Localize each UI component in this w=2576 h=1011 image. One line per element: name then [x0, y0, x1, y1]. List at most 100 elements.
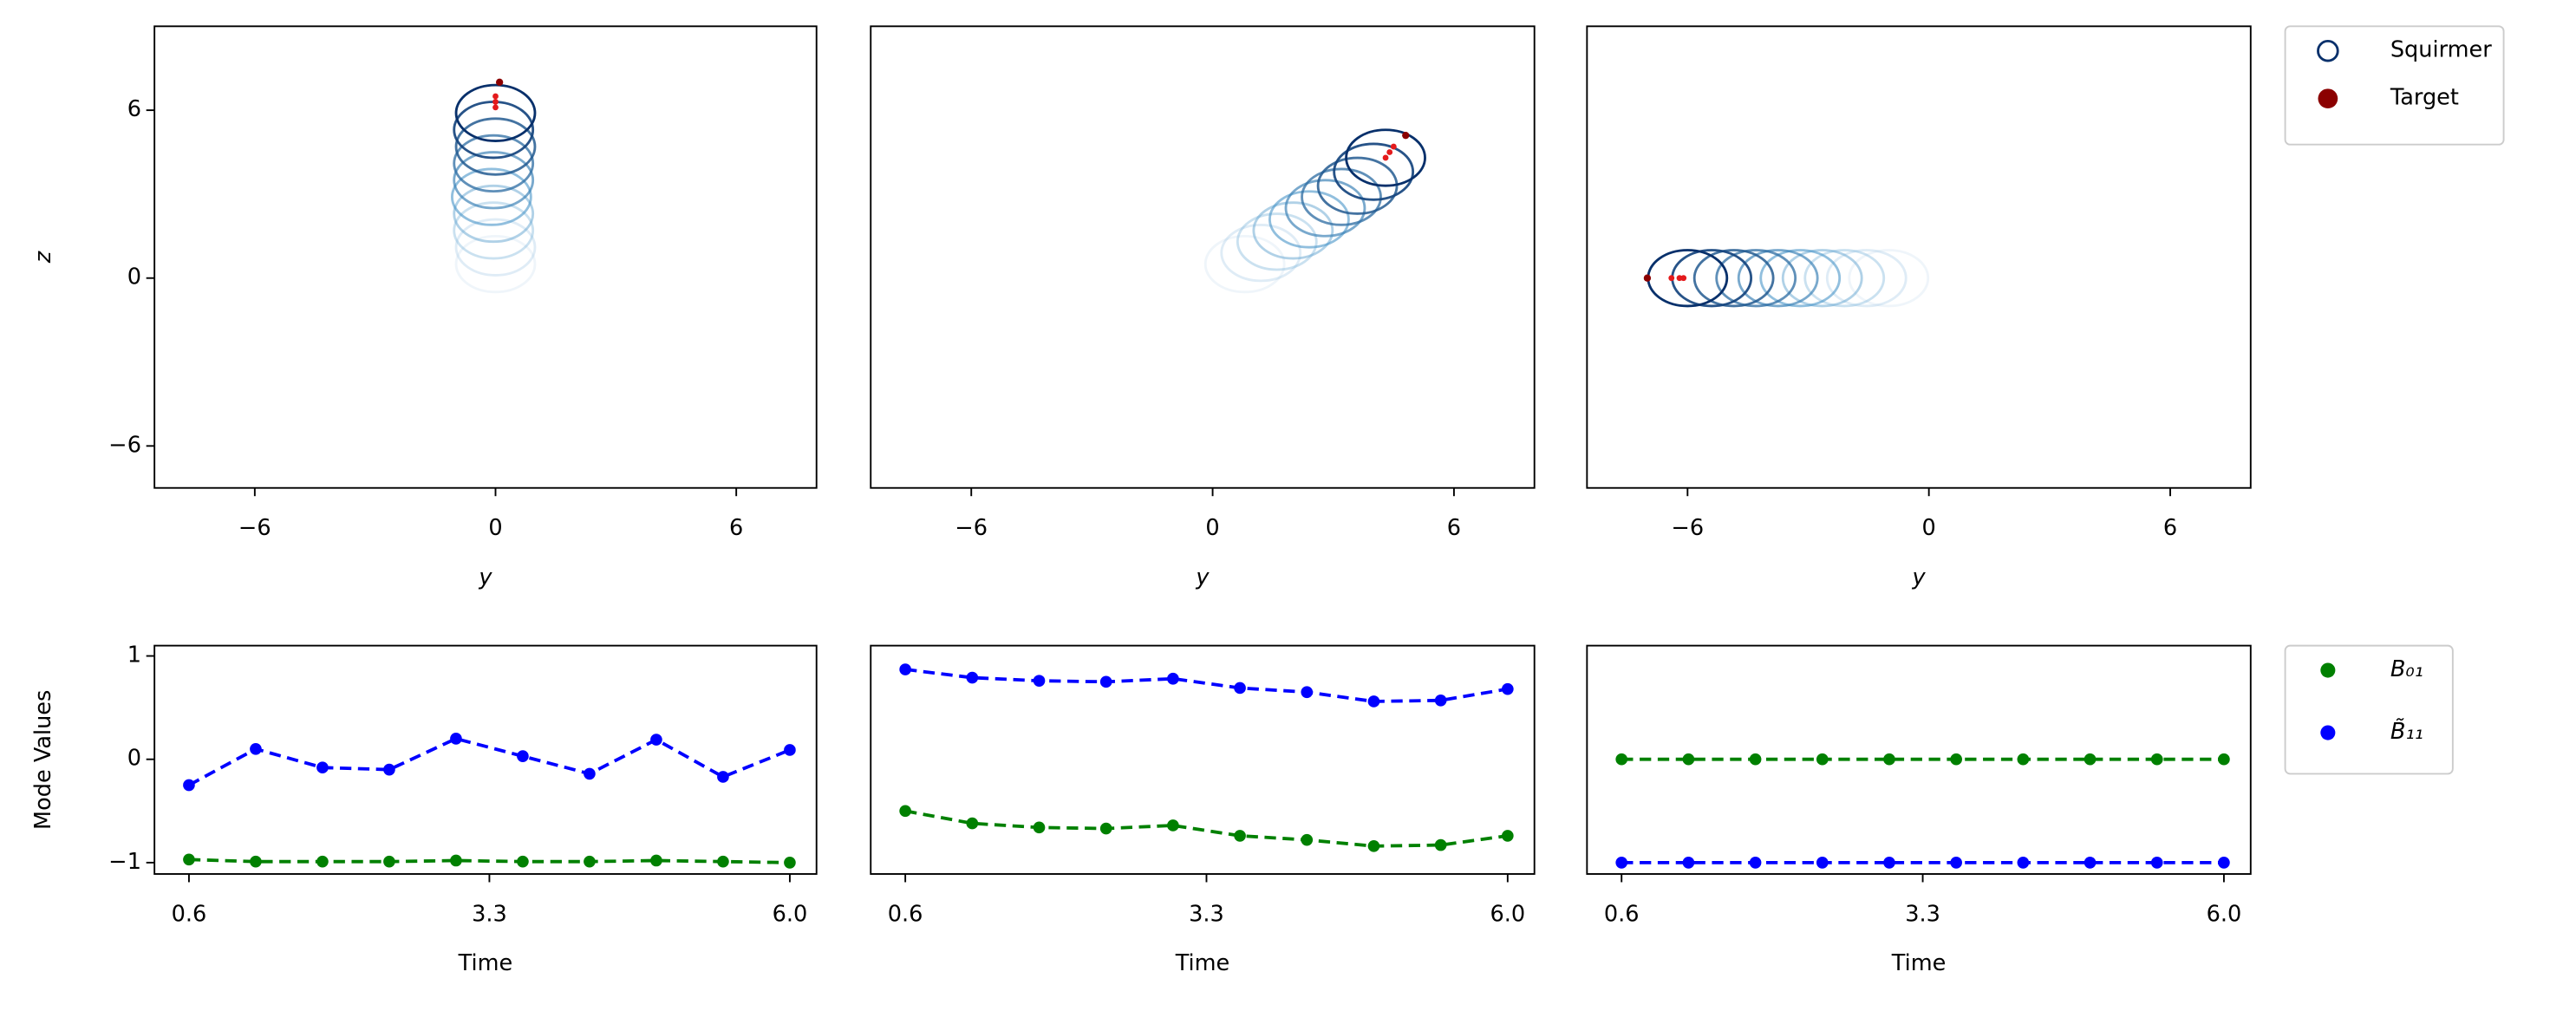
plot-frame — [870, 25, 1536, 489]
squirmer-position — [1803, 249, 1886, 308]
x-tick-label: 6 — [729, 515, 743, 541]
squirmer-position — [1203, 234, 1286, 294]
x-tick-label: 6.0 — [2207, 901, 2242, 927]
mode-point — [966, 817, 979, 830]
y-tick-label: −1 — [108, 849, 141, 875]
legend-label: B₀₁ — [2390, 656, 2423, 682]
y-tick-label: −6 — [108, 432, 141, 458]
x-axis-label: Time — [1175, 950, 1230, 976]
legend-marker — [2318, 88, 2338, 109]
mode-point — [1749, 753, 1762, 766]
mode-line — [188, 858, 790, 864]
mode-point — [2150, 753, 2163, 766]
mode-point — [2017, 857, 2030, 869]
target-point — [1382, 154, 1389, 161]
mode-point — [1883, 753, 1895, 766]
squirmer-position — [1781, 249, 1863, 308]
squirmer-position — [1692, 249, 1775, 308]
squirmer-position — [1333, 142, 1415, 201]
mode-point — [2218, 857, 2230, 869]
target-point — [492, 104, 499, 111]
x-tick-label: −6 — [1671, 515, 1704, 541]
squirmer-position — [454, 218, 537, 277]
squirmer-position — [1647, 249, 1729, 308]
squirmer-position — [1737, 249, 1819, 308]
mode-point — [1167, 672, 1179, 685]
mode-point — [1301, 686, 1314, 699]
target-point — [1390, 143, 1397, 150]
target-point — [1386, 149, 1393, 155]
mode-point — [1367, 839, 1380, 852]
mode-point — [383, 763, 395, 776]
mode-point — [899, 663, 911, 675]
x-tick-label: 3.3 — [1905, 901, 1940, 927]
y-tick-label: 0 — [127, 746, 141, 772]
x-axis-label: Time — [1891, 950, 1947, 976]
mode-point — [1167, 819, 1179, 832]
mode-point — [1434, 838, 1447, 851]
squirmer-position — [1759, 249, 1842, 308]
y-axis-label: Mode Values — [30, 690, 56, 830]
mode-point — [1234, 830, 1246, 842]
mode-point — [183, 853, 195, 866]
mode-point — [1434, 694, 1447, 707]
mode-point — [383, 855, 395, 868]
target-point — [492, 99, 499, 105]
mode-point — [650, 854, 662, 867]
legend-marker — [2320, 662, 2336, 678]
y-tick-label: 1 — [127, 642, 141, 669]
mode-point — [1033, 821, 1046, 834]
x-tick-label: 0 — [1922, 515, 1936, 541]
x-tick-label: 6 — [2163, 515, 2177, 541]
mode-point — [316, 855, 329, 868]
mode-line — [188, 736, 791, 787]
mode-point — [1502, 682, 1514, 695]
squirmer-position — [450, 167, 532, 226]
squirmer-position — [453, 151, 535, 210]
x-axis-label: y — [478, 564, 492, 590]
x-tick-label: 3.3 — [472, 901, 507, 927]
plot-frame — [153, 25, 818, 489]
squirmer-position — [1220, 224, 1302, 283]
mode-point — [1615, 753, 1628, 766]
x-tick-label: 0 — [488, 515, 502, 541]
mode-point — [1816, 753, 1829, 766]
squirmer-position — [453, 184, 535, 244]
x-tick-label: 0 — [1205, 515, 1219, 541]
plot-frame — [870, 644, 1536, 875]
squirmer-position — [1715, 249, 1797, 308]
mode-point — [2017, 753, 2030, 766]
x-tick-label: −6 — [238, 515, 271, 541]
squirmer-position — [453, 101, 535, 160]
mode-point — [1615, 857, 1628, 869]
mode-point — [1682, 857, 1695, 869]
mode-point — [2150, 857, 2163, 869]
target-point — [495, 78, 504, 87]
x-tick-label: 0.6 — [172, 901, 207, 927]
mode-point — [784, 857, 796, 869]
mode-point — [650, 734, 662, 746]
mode-point — [1749, 857, 1762, 869]
mode-point — [717, 855, 729, 868]
mode-point — [517, 750, 529, 762]
legend-label: B̃₁₁ — [2390, 719, 2423, 745]
squirmer-position — [1825, 249, 1908, 308]
target-point — [1643, 274, 1652, 282]
mode-point — [1234, 682, 1246, 695]
target-point — [492, 93, 499, 100]
mode-point — [584, 767, 596, 780]
x-axis-label: y — [1911, 564, 1926, 590]
mode-point — [2218, 753, 2230, 766]
x-tick-label: 0.6 — [888, 901, 923, 927]
squirmer-position — [453, 201, 535, 260]
mode-point — [584, 855, 596, 868]
mode-point — [899, 805, 911, 818]
squirmer-position — [454, 117, 537, 176]
legend-box — [2284, 644, 2454, 775]
plot-frame — [1586, 644, 2252, 875]
mode-point — [1367, 695, 1380, 708]
mode-point — [1502, 830, 1514, 842]
mode-point — [1301, 833, 1314, 846]
